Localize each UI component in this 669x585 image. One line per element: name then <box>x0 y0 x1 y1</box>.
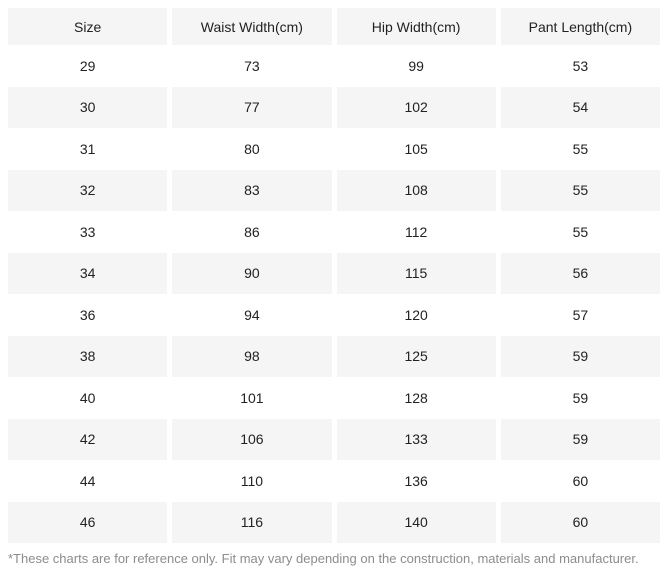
cell-waist-width: 86 <box>172 211 332 253</box>
cell-size: 33 <box>8 211 168 253</box>
cell-hip-width: 102 <box>336 86 496 128</box>
cell-waist-width: 83 <box>172 169 332 211</box>
table-row: 44 110 136 60 <box>8 460 660 502</box>
cell-waist-width: 116 <box>172 501 332 543</box>
cell-hip-width: 112 <box>336 211 496 253</box>
cell-pant-length: 55 <box>500 128 660 170</box>
table-row: 32 83 108 55 <box>8 169 660 211</box>
table-header-row: Size Waist Width(cm) Hip Width(cm) Pant … <box>8 8 660 45</box>
cell-hip-width: 120 <box>336 294 496 336</box>
table-row: 30 77 102 54 <box>8 86 660 128</box>
cell-size: 30 <box>8 86 168 128</box>
table-row: 33 86 112 55 <box>8 211 660 253</box>
cell-pant-length: 54 <box>500 86 660 128</box>
cell-waist-width: 101 <box>172 377 332 419</box>
cell-size: 32 <box>8 169 168 211</box>
cell-pant-length: 53 <box>500 45 660 87</box>
cell-waist-width: 98 <box>172 335 332 377</box>
cell-pant-length: 60 <box>500 501 660 543</box>
cell-hip-width: 140 <box>336 501 496 543</box>
column-header-waist-width: Waist Width(cm) <box>172 8 332 45</box>
cell-size: 29 <box>8 45 168 87</box>
cell-hip-width: 108 <box>336 169 496 211</box>
cell-size: 44 <box>8 460 168 502</box>
cell-pant-length: 59 <box>500 418 660 460</box>
cell-hip-width: 99 <box>336 45 496 87</box>
cell-size: 46 <box>8 501 168 543</box>
cell-size: 36 <box>8 294 168 336</box>
cell-pant-length: 59 <box>500 335 660 377</box>
cell-size: 40 <box>8 377 168 419</box>
table-row: 38 98 125 59 <box>8 335 660 377</box>
cell-hip-width: 115 <box>336 252 496 294</box>
table-row: 36 94 120 57 <box>8 294 660 336</box>
table-row: 40 101 128 59 <box>8 377 660 419</box>
cell-pant-length: 56 <box>500 252 660 294</box>
cell-hip-width: 133 <box>336 418 496 460</box>
cell-pant-length: 57 <box>500 294 660 336</box>
cell-waist-width: 77 <box>172 86 332 128</box>
cell-hip-width: 105 <box>336 128 496 170</box>
cell-waist-width: 80 <box>172 128 332 170</box>
cell-waist-width: 106 <box>172 418 332 460</box>
cell-size: 42 <box>8 418 168 460</box>
cell-size: 34 <box>8 252 168 294</box>
disclaimer-footnote: *These charts are for reference only. Fi… <box>8 551 639 566</box>
cell-hip-width: 136 <box>336 460 496 502</box>
column-header-size: Size <box>8 8 168 45</box>
cell-waist-width: 94 <box>172 294 332 336</box>
cell-waist-width: 73 <box>172 45 332 87</box>
table-row: 34 90 115 56 <box>8 252 660 294</box>
cell-pant-length: 55 <box>500 211 660 253</box>
cell-waist-width: 110 <box>172 460 332 502</box>
cell-waist-width: 90 <box>172 252 332 294</box>
column-header-hip-width: Hip Width(cm) <box>336 8 496 45</box>
cell-size: 38 <box>8 335 168 377</box>
table-row: 42 106 133 59 <box>8 418 660 460</box>
cell-pant-length: 55 <box>500 169 660 211</box>
cell-pant-length: 59 <box>500 377 660 419</box>
cell-hip-width: 128 <box>336 377 496 419</box>
table-row: 29 73 99 53 <box>8 45 660 87</box>
cell-size: 31 <box>8 128 168 170</box>
cell-pant-length: 60 <box>500 460 660 502</box>
size-chart-table: Size Waist Width(cm) Hip Width(cm) Pant … <box>8 8 660 543</box>
column-header-pant-length: Pant Length(cm) <box>500 8 660 45</box>
table-row: 31 80 105 55 <box>8 128 660 170</box>
table-row: 46 116 140 60 <box>8 501 660 543</box>
cell-hip-width: 125 <box>336 335 496 377</box>
